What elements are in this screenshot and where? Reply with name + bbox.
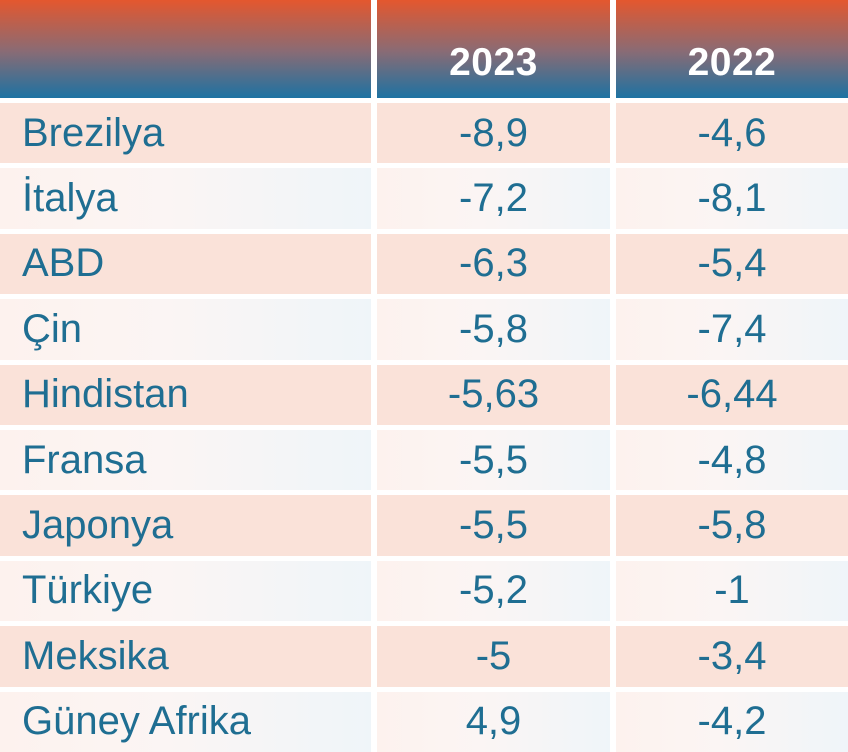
country-label: Brezilya bbox=[0, 103, 371, 164]
country-label: Meksika bbox=[0, 626, 371, 687]
value-2022: -3,4 bbox=[616, 626, 848, 687]
country-label: Türkiye bbox=[0, 560, 371, 622]
value-2022: -5,8 bbox=[616, 495, 848, 556]
value-2022: -4,8 bbox=[616, 430, 848, 491]
country-label: Japonya bbox=[0, 495, 371, 556]
country-label: Çin bbox=[0, 299, 371, 360]
value-2023: -7,2 bbox=[377, 168, 610, 229]
value-2023: -5,63 bbox=[377, 364, 610, 425]
value-2023: -6,3 bbox=[377, 233, 610, 295]
header-cell-empty bbox=[0, 0, 371, 98]
value-2023: 4,9 bbox=[377, 691, 610, 752]
value-2022: -4,2 bbox=[616, 691, 848, 752]
country-label: Hindistan bbox=[0, 364, 371, 425]
value-2022: -4,6 bbox=[616, 103, 848, 164]
value-2023: -5,5 bbox=[377, 430, 610, 491]
value-2022: -1 bbox=[616, 560, 848, 622]
value-2023: -5,5 bbox=[377, 495, 610, 556]
value-2023: -5 bbox=[377, 626, 610, 687]
country-label: Fransa bbox=[0, 430, 371, 491]
value-2022: -7,4 bbox=[616, 299, 848, 360]
value-2023: -8,9 bbox=[377, 103, 610, 164]
header-cell-2022: 2022 bbox=[616, 0, 848, 98]
country-label: İtalya bbox=[0, 168, 371, 229]
value-2022: -8,1 bbox=[616, 168, 848, 229]
country-label: ABD bbox=[0, 233, 371, 295]
value-2022: -6,44 bbox=[616, 364, 848, 425]
value-2022: -5,4 bbox=[616, 233, 848, 295]
country-label: Güney Afrika bbox=[0, 691, 371, 752]
value-2023: -5,2 bbox=[377, 560, 610, 622]
header-cell-2023: 2023 bbox=[377, 0, 610, 98]
value-2023: -5,8 bbox=[377, 299, 610, 360]
